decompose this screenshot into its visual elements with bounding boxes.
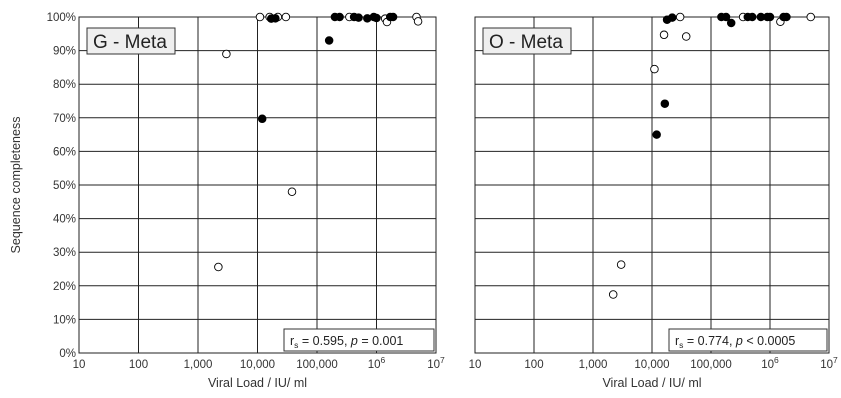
data-point-filled [388,12,398,22]
data-point-filled [257,114,267,124]
data-point-filled [335,12,344,22]
y-tick-label: 0% [59,348,76,360]
data-point-filled [765,12,775,22]
y-tick-label: 100% [47,12,76,24]
x-axis-label: Viral Load / IU/ ml [208,376,307,390]
stat-box [283,328,435,352]
data-point-filled [660,99,670,108]
x-tick-label: 10,000 [634,359,669,371]
x-tick-label: 10,000 [240,359,275,371]
panel-title: O - Meta [489,32,563,53]
x-tick-label: 100,000 [690,359,732,371]
stat-box [668,328,828,352]
data-point-filled [667,13,677,22]
panel-title-box [86,27,176,55]
y-axis-label: Sequence completeness [9,117,23,254]
data-point-filled [726,18,736,28]
data-point-open [608,290,618,299]
x-axis-label: Viral Load / IU/ ml [602,376,701,390]
correlation-stat: rs = 0.774, p < 0.0005 [675,334,795,350]
x-tick-label: 107 [820,355,838,371]
panel-title-box [482,27,572,55]
x-tick-label: 107 [427,355,445,371]
data-point-filled [354,13,363,22]
x-tick-label: 100,000 [296,359,338,371]
data-point-filled [271,14,280,23]
data-point-open [255,12,265,22]
y-tick-label: 70% [53,113,76,125]
y-tick-label: 50% [53,180,76,192]
x-tick-label: 1,000 [579,359,608,371]
data-point-open [675,12,685,22]
y-tick-label: 80% [53,79,76,91]
x-tick-label: 10 [469,359,482,371]
panel-g-meta: 0% 10% 20% 30% 40% 50% 60% 70% 80% 90% 100% 10 100 1,… [47,12,445,390]
data-point-open [281,12,291,22]
data-point-open [214,262,223,272]
panel-title: G - Meta [93,32,167,53]
x-tick-label: 100 [524,359,543,371]
data-point-open [659,30,669,40]
correlation-stat: rs = 0.595, p = 0.001 [290,334,403,350]
x-tick-label: 100 [129,359,148,371]
data-point-filled [652,130,661,139]
y-tick-label: 10% [53,314,76,326]
panel-o-meta: 10 100 1,000 10,000 100,000 106 107 Viral Load … [469,12,838,390]
x-tick-label: 10 [73,359,86,371]
data-point-filled [747,12,757,22]
data-point-open [616,260,626,269]
data-point-open [681,32,691,41]
y-tick-label: 30% [53,247,76,259]
data-point-filled [721,12,731,22]
x-tick-label: 1,000 [184,359,213,371]
y-tick-label: 90% [53,46,76,58]
y-tick-label: 60% [53,146,76,158]
y-tick-label: 40% [53,214,76,226]
data-point-open [222,49,231,59]
data-point-open [806,12,815,22]
data-point-open [650,64,659,74]
x-tick-label: 106 [761,355,779,371]
data-point-open [413,17,423,26]
data-point-filled [372,13,381,23]
x-tick-label: 106 [368,355,386,371]
y-tick-label: 20% [53,281,76,293]
data-point-open [287,187,297,196]
data-point-filled [324,36,334,45]
data-point-filled [782,12,791,22]
plot-frame [474,16,830,354]
